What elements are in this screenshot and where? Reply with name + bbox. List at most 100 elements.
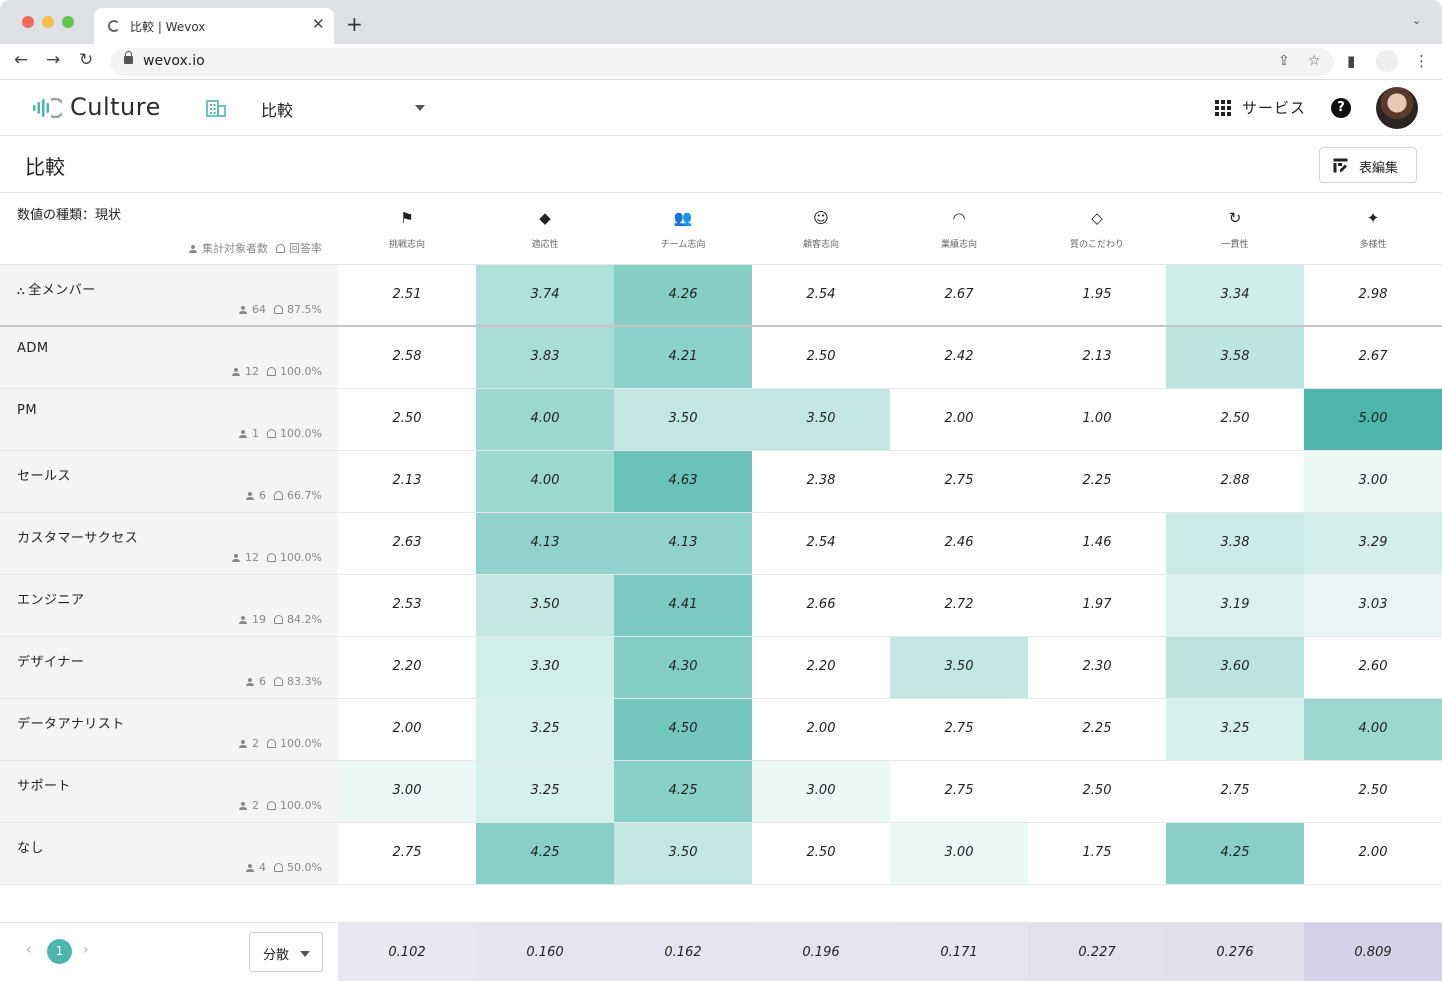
page-selector[interactable]: 比較 <box>261 101 294 120</box>
column-header[interactable]: ◇ 質のこだわり <box>1028 194 1166 265</box>
respondent-count: 12 <box>245 365 260 378</box>
apps-grid-icon[interactable] <box>1215 100 1231 116</box>
browser-tabstrip: 比較 | Wevox ✕ + ⌄ <box>0 0 1442 44</box>
table-row: なし 4 50.0% 2.75 4.25 3.50 2.50 3.00 1.75 4.25 2.00 <box>0 823 1442 885</box>
score-cell: 3.50 <box>614 389 752 450</box>
score-cell: 2.53 <box>392 597 422 612</box>
person-icon <box>246 678 255 686</box>
score-cell: 2.58 <box>392 349 422 364</box>
column-label: 挑戦志向 <box>388 240 425 250</box>
row-label-cell: エンジニア 19 84.2% <box>0 575 338 636</box>
table-row: エンジニア 19 84.2% 2.53 3.50 4.41 2.66 2.72 1.97 3.19… <box>0 575 1442 637</box>
forward-button[interactable]: → <box>46 50 61 70</box>
browser-menu-icon[interactable]: ⋮ <box>1414 52 1429 70</box>
bookmark-star-icon[interactable]: ☆ <box>1308 53 1321 69</box>
group-meta: 4 50.0% <box>246 861 322 874</box>
next-page-button[interactable]: › <box>83 942 89 958</box>
column-header[interactable]: ◆ 適応性 <box>476 194 614 265</box>
group-meta: 6 83.3% <box>246 675 322 688</box>
response-rate: 50.0% <box>287 861 322 874</box>
table-row: ⛬ 全メンバー 64 87.5% 2.51 3.74 4.26 2.54 2.67 1.95 3.3… <box>0 265 1442 327</box>
close-window-button[interactable] <box>22 16 34 28</box>
person-icon <box>246 864 255 872</box>
score-cell: 4.21 <box>614 327 752 388</box>
person-icon <box>239 802 248 810</box>
person-icon <box>189 245 197 253</box>
table-footer: ‹ 1 › 分散 0.102 0.160 0.162 0.196 0.171 0.227 0… <box>0 922 1442 981</box>
group-meta: 2 100.0% <box>239 737 322 750</box>
score-cell: 2.60 <box>1358 659 1388 674</box>
variance-cell: 0.196 <box>752 923 890 981</box>
score-cell: 1.00 <box>1082 411 1112 426</box>
group-meta: 1 100.0% <box>239 427 322 440</box>
share-icon[interactable]: ⇪ <box>1278 53 1290 69</box>
variance-cell: 0.160 <box>476 923 614 981</box>
user-avatar[interactable] <box>1376 87 1418 129</box>
group-name: PM <box>17 403 37 418</box>
reload-button[interactable]: ↻ <box>79 50 94 70</box>
new-tab-button[interactable]: + <box>346 12 363 36</box>
browser-tab[interactable]: 比較 | Wevox ✕ <box>94 8 334 44</box>
tab-search-chevron-icon[interactable]: ⌄ <box>1412 14 1422 27</box>
group-name-text: サポート <box>17 779 72 794</box>
score-cell: 4.13 <box>614 513 752 574</box>
column-header[interactable]: ◠ 業績志向 <box>890 194 1028 265</box>
group-name: データアナリスト <box>17 713 125 732</box>
column-label: 質のこだわり <box>1069 240 1124 250</box>
score-cell: 2.67 <box>944 287 974 302</box>
group-meta: 19 84.2% <box>239 613 322 626</box>
response-rate: 83.3% <box>287 675 322 688</box>
value-type-label[interactable]: 数値の種類：現状 <box>17 208 122 223</box>
score-cell: 2.25 <box>1082 721 1112 736</box>
row-label-cell: セールス 6 66.7% <box>0 451 338 512</box>
previous-page-button[interactable]: ‹ <box>26 942 32 958</box>
column-header[interactable]: ✦ 多様性 <box>1304 194 1442 265</box>
column-header[interactable]: ↻ 一貫性 <box>1166 194 1304 265</box>
respondent-count: 6 <box>259 489 267 502</box>
sidebar-toggle-icon[interactable]: ▮ <box>1347 52 1356 70</box>
score-cell: 5.00 <box>1304 389 1442 450</box>
edit-table-label: 表編集 <box>1359 161 1399 176</box>
score-cell: 3.60 <box>1166 637 1304 698</box>
score-cell: 2.20 <box>806 659 836 674</box>
group-name-text: デザイナー <box>17 655 85 670</box>
help-icon[interactable]: ? <box>1331 98 1351 118</box>
score-cell: 2.00 <box>1358 845 1388 860</box>
statistic-select[interactable]: 分散 <box>249 932 323 972</box>
score-cell: 2.75 <box>944 473 974 488</box>
score-cell: 2.46 <box>944 535 974 550</box>
response-rate: 84.2% <box>287 613 322 626</box>
chevron-down-icon[interactable] <box>415 105 425 111</box>
service-menu-button[interactable]: サービス <box>1242 99 1307 117</box>
column-header[interactable]: ☺ 顧客志向 <box>752 194 890 265</box>
tab-close-button[interactable]: ✕ <box>312 15 325 33</box>
back-button[interactable]: ← <box>14 50 29 70</box>
group-name: ⛬ 全メンバー <box>17 279 96 298</box>
score-cell: 3.38 <box>1166 513 1304 574</box>
respondent-count: 1 <box>252 427 260 440</box>
edit-table-button[interactable]: 表編集 <box>1319 147 1417 183</box>
row-label-cell: ⛬ 全メンバー 64 87.5% <box>0 265 338 325</box>
table-edit-icon <box>1333 158 1348 173</box>
browser-profile-icon[interactable] <box>1376 50 1398 72</box>
score-cell: 2.51 <box>392 287 422 302</box>
column-header[interactable]: ⚑ 挑戦志向 <box>338 194 476 265</box>
score-cell: 2.50 <box>806 349 836 364</box>
minimize-window-button[interactable] <box>42 16 54 28</box>
score-cell: 2.66 <box>806 597 836 612</box>
score-cell: 2.00 <box>392 721 422 736</box>
current-page-button[interactable]: 1 <box>47 939 72 964</box>
maximize-window-button[interactable] <box>62 16 74 28</box>
score-cell: 3.74 <box>476 265 614 325</box>
column-header[interactable]: 👥 チーム志向 <box>614 194 752 265</box>
score-cell: 2.50 <box>1220 411 1250 426</box>
score-cell: 2.63 <box>392 535 422 550</box>
response-icon <box>267 429 277 438</box>
respondent-count: 64 <box>252 303 267 316</box>
score-cell: 3.25 <box>476 761 614 822</box>
omnibox[interactable]: wevox.io ⇪ ☆ <box>110 48 1334 76</box>
score-cell: 2.75 <box>944 783 974 798</box>
row-label-cell: サポート 2 100.0% <box>0 761 338 822</box>
variance-cell: 0.102 <box>338 923 476 981</box>
score-cell: 3.00 <box>752 761 890 822</box>
